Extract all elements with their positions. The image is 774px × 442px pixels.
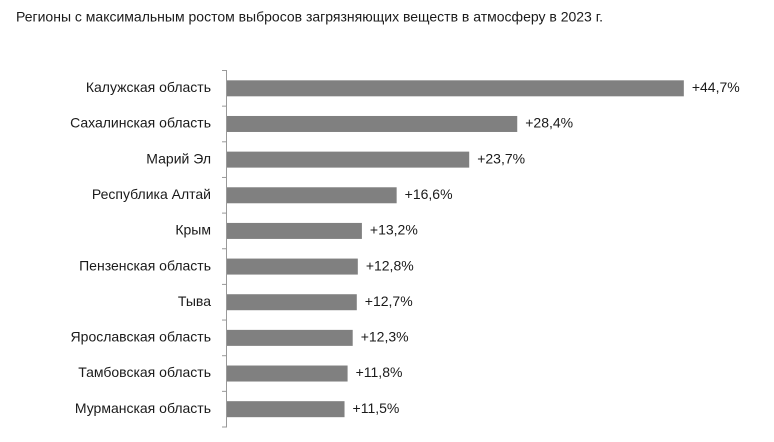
bar bbox=[227, 365, 348, 382]
value-label: +23,7% bbox=[477, 150, 525, 166]
bar bbox=[227, 222, 362, 239]
category-label: Пензенская область bbox=[79, 257, 211, 273]
chart-title: Регионы с максимальным ростом выбросов з… bbox=[16, 9, 603, 25]
category-label: Ярославская область bbox=[71, 329, 211, 345]
category-label: Крым bbox=[175, 222, 211, 238]
category-label: Калужская область bbox=[86, 79, 211, 95]
bar bbox=[227, 151, 470, 168]
bar bbox=[227, 258, 358, 275]
category-label: Тыва bbox=[178, 293, 211, 309]
category-label: Сахалинская область bbox=[70, 115, 211, 131]
value-label: +12,8% bbox=[366, 257, 414, 273]
value-label: +11,5% bbox=[353, 400, 400, 416]
value-label: +13,2% bbox=[370, 222, 418, 238]
value-label: +44,7% bbox=[692, 79, 740, 95]
bar bbox=[227, 115, 518, 132]
bar bbox=[227, 187, 397, 204]
value-label: +11,8% bbox=[356, 364, 403, 380]
category-label: Республика Алтай bbox=[92, 186, 211, 202]
value-label: +16,6% bbox=[405, 186, 453, 202]
value-label: +28,4% bbox=[525, 115, 573, 131]
bar bbox=[227, 294, 357, 311]
category-label: Тамбовская область bbox=[78, 364, 211, 380]
bar bbox=[227, 80, 684, 97]
category-label: Марий Эл bbox=[146, 150, 211, 166]
bar bbox=[227, 401, 345, 418]
value-label: +12,7% bbox=[365, 293, 413, 309]
value-label: +12,3% bbox=[361, 329, 409, 345]
bar bbox=[227, 329, 353, 346]
category-label: Мурманская область bbox=[75, 400, 211, 416]
